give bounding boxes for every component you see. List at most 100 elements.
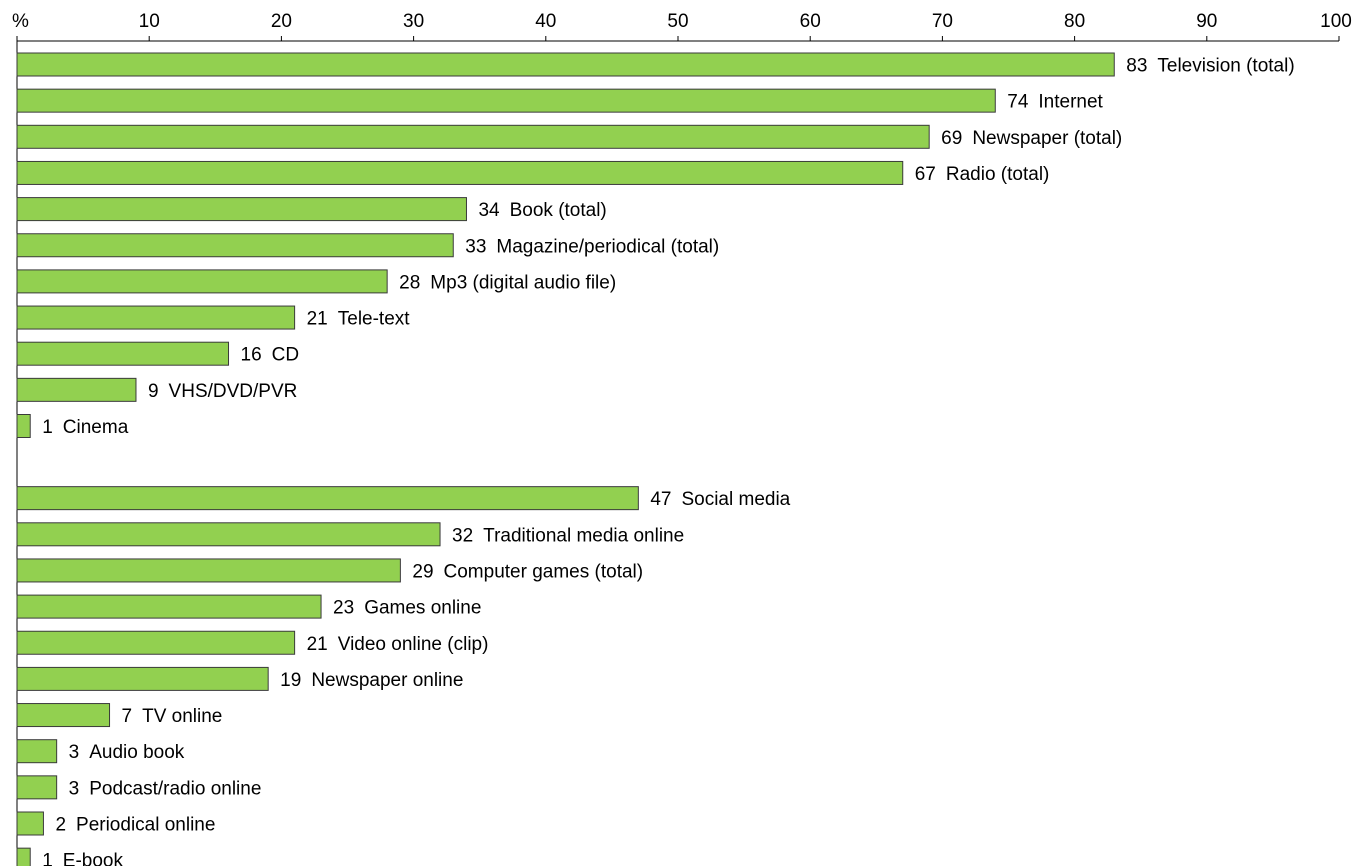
bar-data-label: 7 TV online bbox=[122, 706, 223, 727]
bars: 83 Television (total) 74 Internet 69 Newspape… bbox=[16, 52, 1295, 866]
bar bbox=[16, 52, 1115, 77]
bar-data-label: 74 Internet bbox=[1007, 92, 1103, 113]
bar-data-label: 3 Podcast/radio online bbox=[69, 778, 262, 799]
bar-data-label: 2 Periodical online bbox=[55, 815, 215, 836]
bar-value: 33 bbox=[465, 236, 486, 257]
x-tick-label: 10 bbox=[139, 11, 160, 32]
bar-data-label: 3 Audio book bbox=[69, 742, 185, 763]
bar bbox=[16, 739, 58, 764]
bar bbox=[16, 847, 31, 866]
bar-value: 69 bbox=[941, 128, 962, 149]
bar bbox=[16, 233, 454, 258]
bar-data-label: 33 Magazine/periodical (total) bbox=[465, 236, 719, 257]
bar-value: 1 bbox=[42, 851, 53, 866]
bar-category-label: VHS/DVD/PVR bbox=[169, 381, 298, 402]
bar-category-label: Video online (clip) bbox=[338, 634, 489, 655]
bar-value: 9 bbox=[148, 381, 159, 402]
x-tick-label: 90 bbox=[1196, 11, 1217, 32]
bar-data-label: 28 Mp3 (digital audio file) bbox=[399, 272, 616, 293]
bar bbox=[16, 269, 388, 294]
bar-value: 32 bbox=[452, 525, 473, 546]
bar-data-label: 1 E-book bbox=[42, 851, 123, 866]
bar-category-label: E-book bbox=[63, 851, 124, 866]
bar-value: 74 bbox=[1007, 92, 1029, 113]
bar-category-label: Radio (total) bbox=[946, 164, 1050, 185]
bar-category-label: Book (total) bbox=[510, 200, 607, 221]
bar-value: 1 bbox=[42, 417, 53, 438]
x-tick-label: 100 bbox=[1320, 11, 1352, 32]
bar-category-label: Games online bbox=[364, 598, 481, 619]
bar bbox=[16, 522, 441, 547]
bar-data-label: 21 Tele-text bbox=[307, 309, 411, 330]
x-tick-label: 70 bbox=[932, 11, 953, 32]
bar-category-label: Tele-text bbox=[338, 309, 411, 330]
bar bbox=[16, 775, 58, 800]
bar-category-label: Newspaper online bbox=[311, 670, 463, 691]
bar-category-label: Periodical online bbox=[76, 815, 215, 836]
bar-value: 23 bbox=[333, 598, 354, 619]
bar bbox=[16, 630, 296, 655]
x-tick-label: 40 bbox=[535, 11, 556, 32]
bar-value: 7 bbox=[122, 706, 133, 727]
bar-value: 3 bbox=[69, 742, 80, 763]
bar bbox=[16, 160, 904, 185]
bar-value: 16 bbox=[241, 345, 262, 366]
x-tick-label: 50 bbox=[667, 11, 688, 32]
bar-data-label: 69 Newspaper (total) bbox=[941, 128, 1122, 149]
bar-data-label: 29 Computer games (total) bbox=[412, 561, 643, 582]
bar-value: 19 bbox=[280, 670, 301, 691]
bar-category-label: Audio book bbox=[89, 742, 185, 763]
bar-data-label: 32 Traditional media online bbox=[452, 525, 684, 546]
bar bbox=[16, 811, 44, 836]
bar-data-label: 21 Video online (clip) bbox=[307, 634, 489, 655]
bar-category-label: Mp3 (digital audio file) bbox=[430, 272, 616, 293]
x-tick-label: 30 bbox=[403, 11, 424, 32]
bar bbox=[16, 341, 230, 366]
bar-value: 3 bbox=[69, 778, 80, 799]
bar-category-label: Magazine/periodical (total) bbox=[496, 236, 719, 257]
x-tick-label: 60 bbox=[800, 11, 821, 32]
bar bbox=[16, 197, 467, 222]
bar-category-label: TV online bbox=[142, 706, 222, 727]
bar-data-label: 47 Social media bbox=[650, 489, 790, 510]
bar bbox=[16, 305, 296, 330]
bar bbox=[16, 414, 31, 438]
bar-value: 29 bbox=[412, 561, 433, 582]
bar-data-label: 1 Cinema bbox=[42, 417, 128, 438]
x-tick-label: 80 bbox=[1064, 11, 1085, 32]
bar-value: 2 bbox=[55, 815, 66, 836]
bar-category-label: Television (total) bbox=[1157, 56, 1294, 77]
bar bbox=[16, 377, 137, 402]
bar-category-label: Cinema bbox=[63, 417, 129, 438]
bar-category-label: Podcast/radio online bbox=[89, 778, 261, 799]
bar-category-label: Newspaper (total) bbox=[972, 128, 1122, 149]
bar bbox=[16, 486, 639, 511]
bar-value: 67 bbox=[915, 164, 936, 185]
bar-category-label: CD bbox=[272, 345, 299, 366]
bar-data-label: 67 Radio (total) bbox=[915, 164, 1050, 185]
bar-value: 47 bbox=[650, 489, 671, 510]
bar-value: 83 bbox=[1126, 56, 1147, 77]
bar bbox=[16, 703, 111, 728]
bar-category-label: Social media bbox=[681, 489, 790, 510]
bar bbox=[16, 124, 930, 149]
axis-unit-label: % bbox=[12, 11, 29, 32]
bar-value: 28 bbox=[399, 272, 420, 293]
bar-data-label: 19 Newspaper online bbox=[280, 670, 463, 691]
bar-data-label: 34 Book (total) bbox=[478, 200, 606, 221]
bar-category-label: Computer games (total) bbox=[444, 561, 644, 582]
bar-data-label: 83 Television (total) bbox=[1126, 56, 1294, 77]
bar-value: 21 bbox=[307, 634, 328, 655]
bar-data-label: 9 VHS/DVD/PVR bbox=[148, 381, 297, 402]
bar-value: 21 bbox=[307, 309, 328, 330]
bar bbox=[16, 558, 401, 583]
bar-value: 34 bbox=[478, 200, 500, 221]
x-tick-label: 20 bbox=[271, 11, 292, 32]
bar-data-label: 23 Games online bbox=[333, 598, 481, 619]
bar bbox=[16, 594, 322, 619]
bar-category-label: Traditional media online bbox=[483, 525, 684, 546]
bar bbox=[16, 88, 996, 113]
bar-data-label: 16 CD bbox=[241, 345, 300, 366]
bar-category-label: Internet bbox=[1038, 92, 1103, 113]
